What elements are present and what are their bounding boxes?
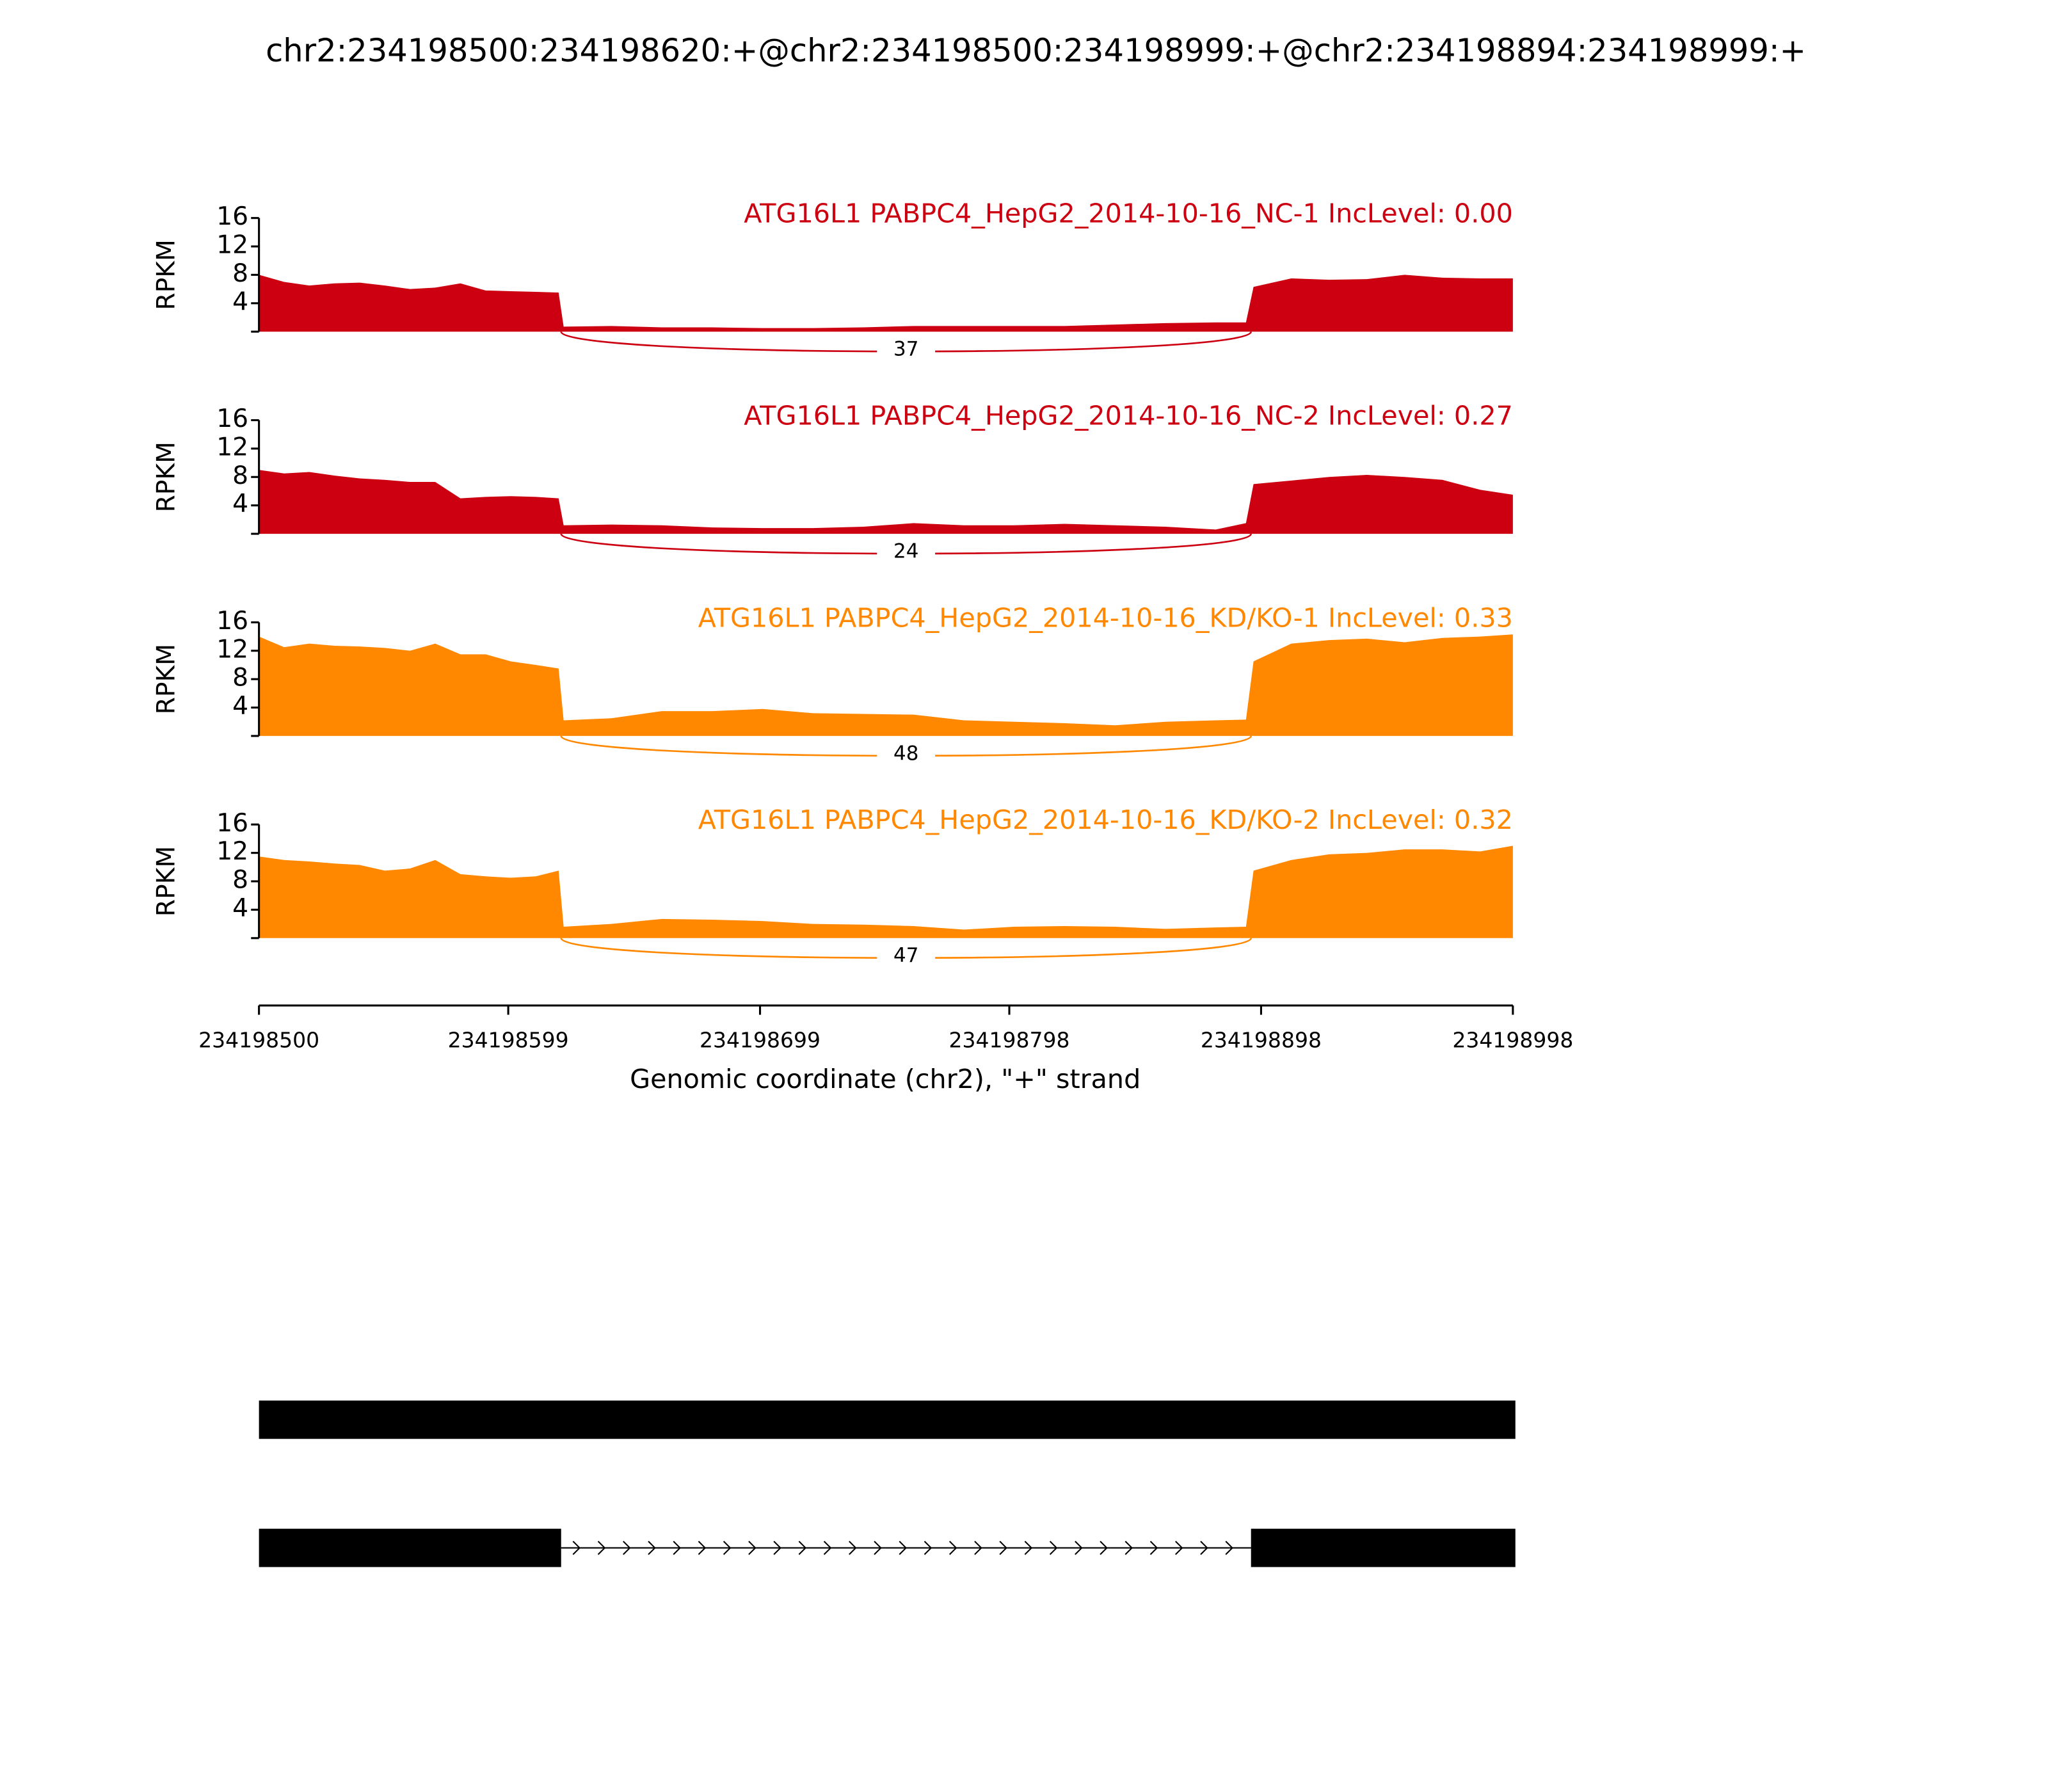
strand-chevron (723, 1540, 732, 1555)
y-tick-label: 8 (232, 664, 248, 692)
y-tick-label: 16 (216, 607, 248, 636)
y-tick-label: 12 (216, 635, 248, 664)
strand-chevron (773, 1540, 781, 1555)
y-axis-label: RPKM (152, 644, 181, 714)
coverage-area (259, 275, 1513, 332)
panel-title: ATG16L1 PABPC4_HepG2_2014-10-16_KD/KO-1 … (698, 602, 1513, 633)
strand-chevron (1124, 1540, 1133, 1555)
strand-chevron (1075, 1540, 1083, 1555)
y-tick-label: 12 (216, 231, 248, 260)
junction-label-box (877, 539, 936, 566)
y-tick-label: 16 (216, 202, 248, 231)
x-axis-label: Genomic coordinate (chr2), "+" strand (630, 1064, 1140, 1094)
strand-chevron (1200, 1540, 1208, 1555)
strand-chevron (1024, 1540, 1033, 1555)
x-tick-label: 234198898 (1201, 1027, 1322, 1052)
strand-chevron (648, 1540, 656, 1555)
y-tick-label: 8 (232, 461, 248, 490)
junction-label-box (877, 943, 936, 970)
y-axis-label: RPKM (152, 846, 181, 916)
junction-label-box (877, 337, 936, 364)
strand-chevron (798, 1540, 807, 1555)
x-tick-label: 234198699 (700, 1027, 820, 1052)
x-tick-label: 234198798 (949, 1027, 1070, 1052)
junction-count: 37 (893, 338, 918, 361)
panel-title: ATG16L1 PABPC4_HepG2_2014-10-16_NC-2 Inc… (744, 400, 1513, 431)
y-axis-label: RPKM (152, 239, 181, 310)
panel-title: ATG16L1 PABPC4_HepG2_2014-10-16_KD/KO-2 … (698, 804, 1513, 835)
junction-count: 24 (893, 540, 918, 563)
y-tick-label: 16 (216, 809, 248, 838)
y-tick-label: 12 (216, 433, 248, 461)
x-tick-label: 234198998 (1452, 1027, 1573, 1052)
strand-chevron (1175, 1540, 1183, 1555)
strand-chevron (572, 1540, 581, 1555)
coverage-area (259, 470, 1513, 534)
strand-chevron (999, 1540, 1007, 1555)
strand-chevron (899, 1540, 908, 1555)
strand-chevron (597, 1540, 606, 1555)
panel-title: ATG16L1 PABPC4_HepG2_2014-10-16_NC-1 Inc… (744, 198, 1513, 229)
strand-chevron (1100, 1540, 1108, 1555)
junction-label-box (877, 741, 936, 768)
strand-chevron (1049, 1540, 1058, 1555)
plot-title: chr2:234198500:234198620:+@chr2:23419850… (266, 32, 1806, 69)
y-tick-label: 8 (232, 259, 248, 288)
strand-chevron (623, 1540, 631, 1555)
exon (259, 1528, 561, 1567)
junction-count: 47 (893, 944, 918, 967)
strand-chevron (823, 1540, 832, 1555)
x-tick-label: 234198500 (198, 1027, 319, 1052)
y-tick-label: 4 (232, 692, 248, 721)
y-tick-label: 4 (232, 287, 248, 316)
x-tick-label: 234198599 (448, 1027, 569, 1052)
y-tick-label: 4 (232, 894, 248, 923)
exon (259, 1400, 1516, 1439)
exon (1251, 1528, 1516, 1567)
y-tick-label: 12 (216, 837, 248, 866)
junction-count: 48 (893, 742, 918, 765)
y-axis-label: RPKM (152, 442, 181, 512)
strand-chevron (698, 1540, 707, 1555)
strand-chevron (748, 1540, 756, 1555)
y-tick-label: 16 (216, 404, 248, 433)
coverage-area (259, 845, 1513, 938)
strand-chevron (974, 1540, 982, 1555)
strand-chevron (948, 1540, 957, 1555)
strand-chevron (849, 1540, 857, 1555)
strand-chevron (1149, 1540, 1158, 1555)
strand-chevron (1225, 1540, 1233, 1555)
strand-chevron (874, 1540, 882, 1555)
strand-chevron (673, 1540, 682, 1555)
coverage-area (259, 634, 1513, 736)
y-tick-label: 4 (232, 490, 248, 518)
strand-chevron (924, 1540, 932, 1555)
y-tick-label: 8 (232, 866, 248, 895)
